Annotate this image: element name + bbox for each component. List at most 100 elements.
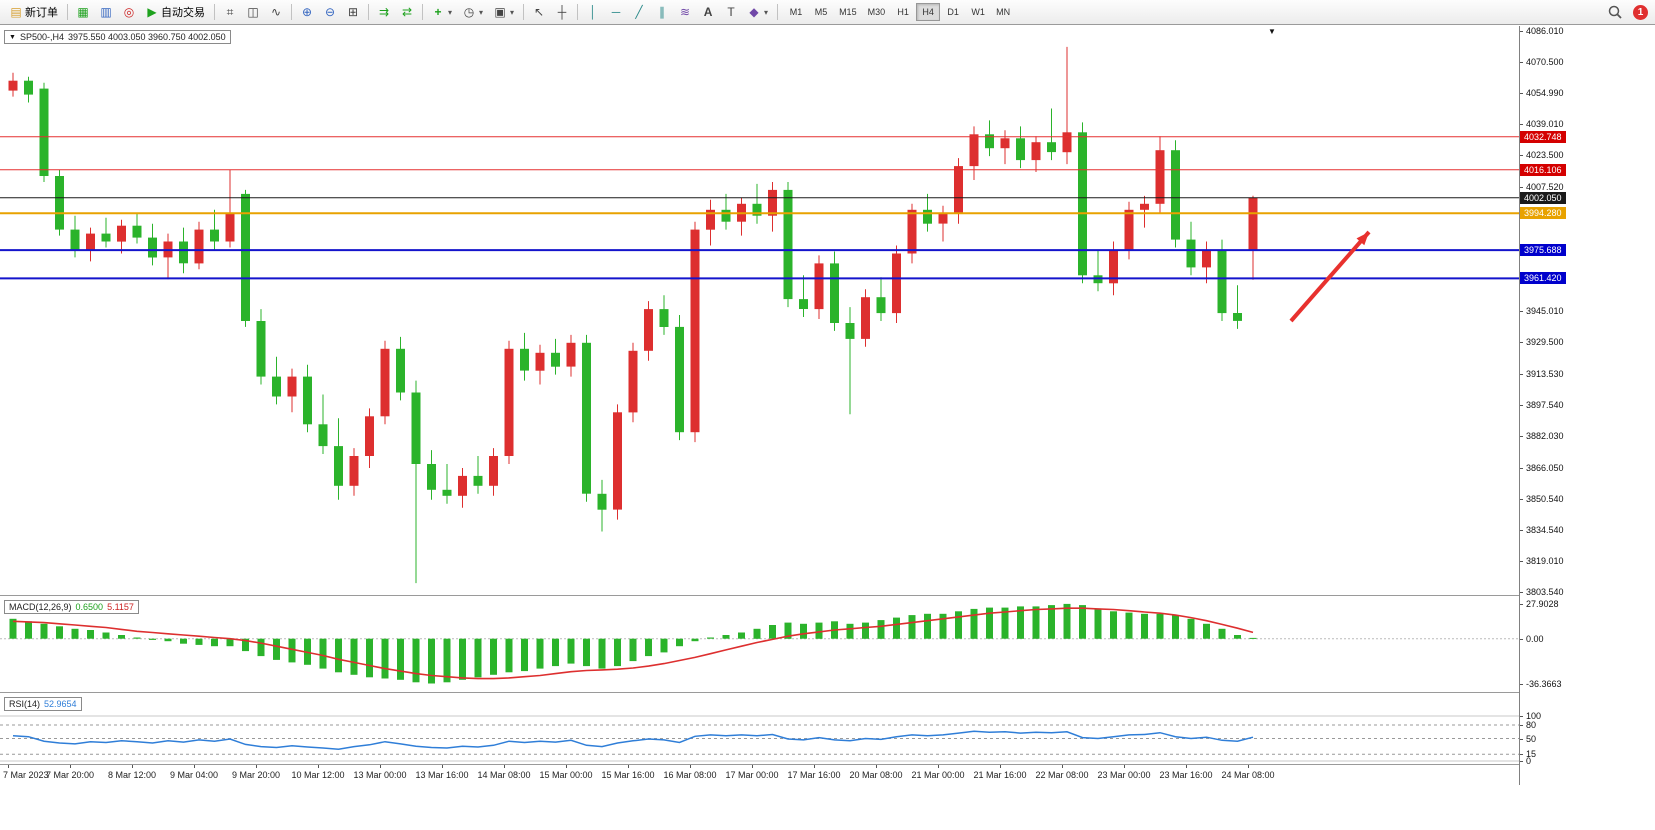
price-line-tag-3961.420[interactable]: 3961.420 <box>1520 272 1566 285</box>
line-chart-type-button[interactable]: ∿ <box>265 2 287 22</box>
fibonacci-button[interactable]: ≋ <box>674 2 696 22</box>
axis-tick-mark <box>1520 405 1523 407</box>
time-tick-mark <box>876 765 877 768</box>
notification-badge[interactable]: 1 <box>1633 4 1648 20</box>
pane-divider[interactable] <box>0 595 1655 596</box>
candle <box>628 350 638 413</box>
bar-chart-icon: ⌗ <box>226 5 234 19</box>
candle <box>365 416 374 456</box>
add-indicator-icon: + <box>434 5 442 19</box>
time-axis-label: 21 Mar 00:00 <box>911 770 965 780</box>
candle <box>954 166 963 214</box>
auto-trading-button[interactable]: ▶ 自动交易 <box>141 2 210 22</box>
candlestick-chart[interactable] <box>0 26 1519 595</box>
templates-button[interactable]: ▣ ▾ <box>489 2 519 22</box>
time-tick-mark <box>1000 765 1001 768</box>
time-axis[interactable]: 7 Mar 2023 7 Mar 20:00 8 Mar 12:00 9 Mar 04… <box>0 765 1519 785</box>
candle <box>1031 142 1041 161</box>
text-label-button[interactable]: T <box>720 2 742 22</box>
cursor-button[interactable]: ↖ <box>528 2 550 22</box>
price-axis-label: 3897.540 <box>1526 400 1564 411</box>
timeframe-button-d1[interactable]: D1 <box>941 3 965 21</box>
candle <box>783 189 793 300</box>
candlestick-icon: ◫ <box>247 5 259 19</box>
arrows-button[interactable]: ◆ ▾ <box>743 2 773 22</box>
bar-chart-type-button[interactable]: ⌗ <box>219 2 241 22</box>
timeframe-button-m15[interactable]: M15 <box>834 3 862 21</box>
candle <box>551 352 560 367</box>
price-line-tag-4002.050[interactable]: 4002.050 <box>1520 191 1566 204</box>
rsi-axis-label: 50 <box>1526 733 1537 744</box>
macd-label-box[interactable]: MACD(12,26,9) 0.6500 5.1157 <box>4 600 139 614</box>
price-axis-label: 3819.010 <box>1526 556 1564 567</box>
channel-button[interactable]: ∥ <box>651 2 673 22</box>
time-tick-mark <box>628 765 629 768</box>
macd-chart[interactable] <box>0 596 1519 692</box>
candle <box>132 225 142 238</box>
periods-button[interactable]: ◷ ▾ <box>458 2 488 22</box>
time-axis-label: 13 Mar 16:00 <box>415 770 469 780</box>
chart-title-box[interactable]: ▼ SP500-,H4 3975.550 4003.050 3960.750 4… <box>4 30 231 44</box>
trend-arrow[interactable] <box>1289 230 1371 323</box>
rsi-label-box[interactable]: RSI(14) 52.9654 <box>4 697 82 711</box>
main-chart-pane[interactable]: ▼ SP500-,H4 3975.550 4003.050 3960.750 4… <box>0 26 1519 595</box>
chart-shift-button[interactable]: ⇉ <box>373 2 395 22</box>
channel-icon: ∥ <box>659 5 666 19</box>
candle <box>473 475 483 486</box>
candle <box>644 309 653 351</box>
trendline-button[interactable]: ╱ <box>628 2 650 22</box>
axis-tick-mark <box>1520 467 1523 469</box>
price-axis-label: 3913.530 <box>1526 368 1564 379</box>
cursor-icon: ↖ <box>534 5 545 19</box>
toolbar-separator <box>368 4 369 20</box>
timeframe-button-m5[interactable]: M5 <box>809 3 833 21</box>
price-axis-label: 3834.540 <box>1526 525 1564 536</box>
timeframe-button-h1[interactable]: H1 <box>891 3 915 21</box>
zoom-in-button[interactable]: ⊕ <box>296 2 318 22</box>
price-line-tag-4016.106[interactable]: 4016.106 <box>1520 163 1566 176</box>
crosshair-button[interactable]: ┼ <box>551 2 573 22</box>
candle <box>1078 132 1087 276</box>
timeframe-button-m1[interactable]: M1 <box>784 3 808 21</box>
new-order-button[interactable]: ▤ 新订单 <box>5 2 63 22</box>
timeframe-button-w1[interactable]: W1 <box>966 3 990 21</box>
time-tick-mark <box>938 765 939 768</box>
axis-tick-mark <box>1520 124 1523 126</box>
auto-scroll-button[interactable]: ⇄ <box>396 2 418 22</box>
market-watch-button[interactable]: ▦ <box>72 2 94 22</box>
timeframe-button-h4[interactable]: H4 <box>916 3 941 21</box>
chart-dropdown-icon[interactable]: ▼ <box>9 33 16 41</box>
candle <box>613 412 622 510</box>
search-button[interactable] <box>1603 2 1627 22</box>
add-indicator-button[interactable]: + ▾ <box>427 2 457 22</box>
candle <box>892 253 901 314</box>
data-window-button[interactable]: ▥ <box>95 2 117 22</box>
timeframe-button-mn[interactable]: MN <box>991 3 1015 21</box>
axis-tick-mark <box>1520 638 1523 640</box>
tile-windows-button[interactable]: ⊞ <box>342 2 364 22</box>
price-line-tag-3975.688[interactable]: 3975.688 <box>1520 244 1566 257</box>
macd-histogram <box>9 603 1257 684</box>
price-line-tag-3994.280[interactable]: 3994.280 <box>1520 207 1566 220</box>
macd-pane[interactable]: MACD(12,26,9) 0.6500 5.1157 <box>0 596 1519 692</box>
zoom-out-button[interactable]: ⊖ <box>319 2 341 22</box>
text-button[interactable]: A <box>697 2 719 22</box>
rsi-pane[interactable]: RSI(14) 52.9654 <box>0 693 1519 764</box>
vertical-line-button[interactable]: │ <box>582 2 604 22</box>
chart-ohlc-values: 3975.550 4003.050 3960.750 4002.050 <box>67 31 226 42</box>
candlestick-type-button[interactable]: ◫ <box>242 2 264 22</box>
time-tick-mark <box>504 765 505 768</box>
pane-divider[interactable] <box>0 764 1655 765</box>
candle <box>458 475 467 496</box>
pane-divider[interactable] <box>0 692 1655 693</box>
price-axis[interactable]: 4086.010 4070.500 4054.990 4039.010 4023.500… <box>1519 26 1655 785</box>
toolbar-separator <box>291 4 292 20</box>
web-terminal-button[interactable]: ◎ <box>118 2 140 22</box>
timeframe-button-m30[interactable]: M30 <box>863 3 891 21</box>
macd-main-value: 0.6500 <box>75 601 104 612</box>
price-line-tag-4032.748[interactable]: 4032.748 <box>1520 130 1566 143</box>
rsi-chart[interactable] <box>0 693 1519 764</box>
chart-end-marker-icon[interactable]: ▼ <box>1268 27 1276 36</box>
horizontal-line-button[interactable]: ─ <box>605 2 627 22</box>
chevron-down-icon: ▾ <box>764 7 769 17</box>
